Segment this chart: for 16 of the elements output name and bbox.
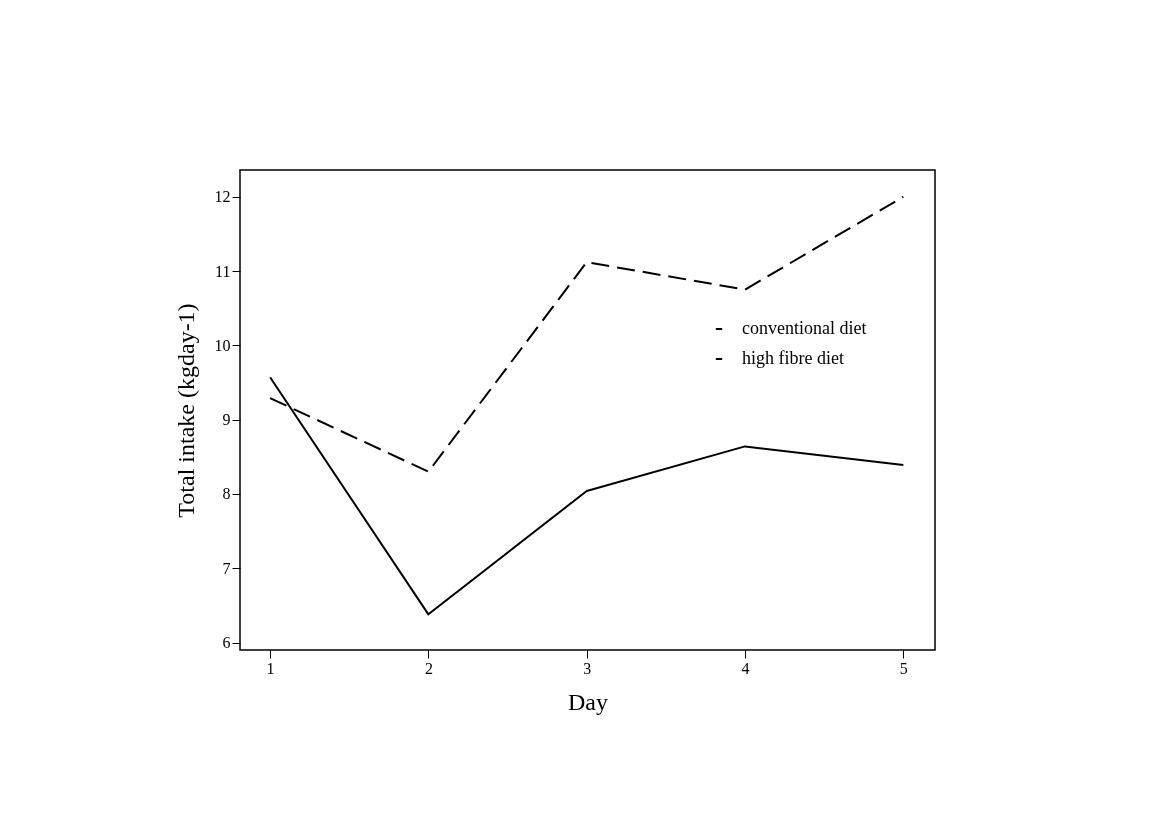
- y-tick-label: 9: [222, 411, 231, 429]
- x-tick-label: 4: [741, 659, 750, 677]
- y-tick-label: 6: [222, 634, 231, 652]
- legend-label: high fibre diet: [742, 348, 844, 368]
- x-tick-label: 3: [583, 659, 592, 677]
- y-tick-label: 8: [222, 485, 231, 503]
- y-tick-label: 12: [214, 188, 231, 206]
- x-tick-label: 1: [266, 659, 275, 677]
- y-tick-label: 7: [222, 559, 231, 577]
- y-tick-label: 11: [215, 262, 231, 280]
- x-axis-title: Day: [568, 688, 608, 715]
- x-tick-label: 2: [424, 659, 433, 677]
- x-tick-label: 5: [899, 659, 908, 677]
- y-axis-title: Total intake (kgday-1): [172, 303, 199, 518]
- y-tick-label: 10: [214, 336, 231, 354]
- legend-label: conventional diet: [742, 318, 867, 338]
